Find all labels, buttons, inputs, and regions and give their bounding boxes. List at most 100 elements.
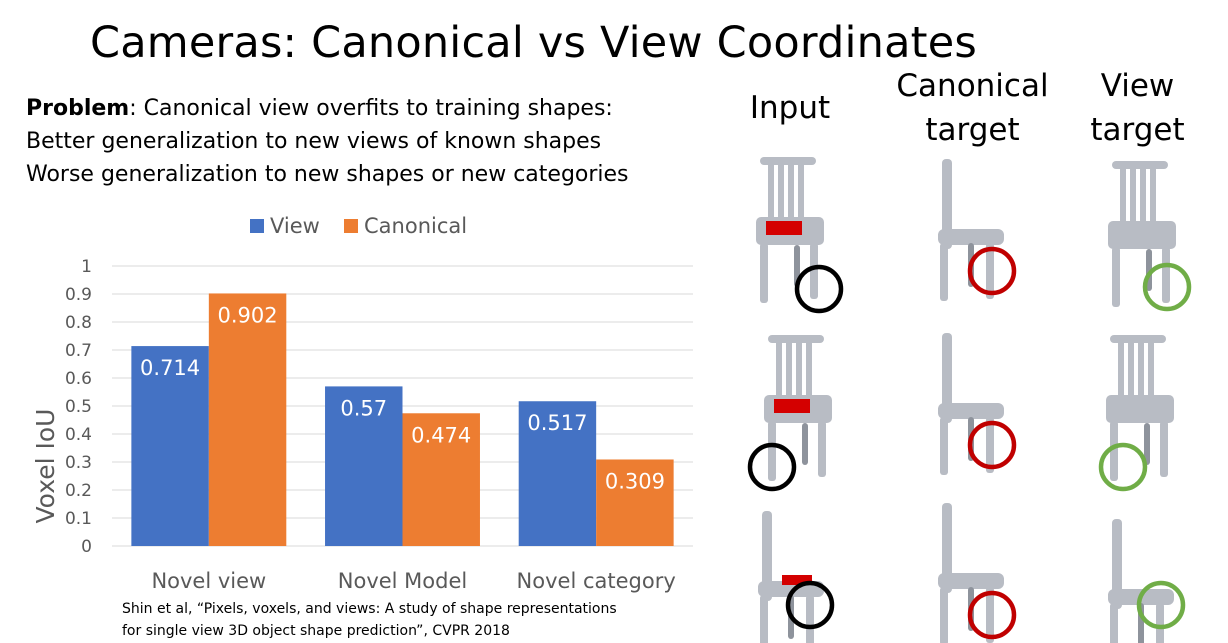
chair-leg — [1162, 247, 1170, 303]
y-tick-label: 0.3 — [65, 453, 92, 473]
input-circle-1 — [794, 264, 844, 314]
bar-value-label: 0.714 — [140, 356, 200, 380]
legend-label-canonical: Canonical — [364, 214, 467, 238]
legend-swatch-view — [250, 219, 264, 233]
citation-line-1: Shin et al, “Pixels, voxels, and views: … — [122, 601, 617, 617]
header-canonical-target: Canonical target — [890, 64, 1055, 152]
y-tick-label: 0.7 — [65, 341, 92, 361]
chart-legend: View Canonical — [250, 214, 467, 238]
chair-back — [1112, 519, 1122, 609]
bar-value-label: 0.902 — [218, 303, 278, 327]
header-canonical-line-1: Canonical — [896, 68, 1049, 104]
chair-leg — [1112, 247, 1120, 307]
view-target-chair-1 — [1108, 161, 1176, 307]
header-canonical-line-2: target — [925, 112, 1020, 148]
chart-bars — [131, 293, 674, 546]
chair-leg — [1160, 421, 1168, 477]
chair-seat-cushion — [774, 399, 810, 413]
chair-spindle — [778, 161, 784, 221]
chair-leg — [940, 417, 948, 475]
chair-top-rail — [760, 157, 816, 165]
canonical-target-chair-3 — [938, 503, 1004, 643]
problem-line-1-text: : Canonical view overfits to training sh… — [129, 96, 613, 121]
bar-canonical-1 — [208, 293, 287, 546]
chair-leg — [940, 243, 948, 301]
chair-leg — [1110, 421, 1118, 481]
citation: Shin et al, “Pixels, voxels, and views: … — [122, 598, 617, 642]
legend-swatch-canonical — [344, 219, 358, 233]
chair-leg — [810, 243, 818, 299]
chair-spindle — [786, 339, 792, 399]
y-axis-label: Voxel IoU — [31, 409, 60, 524]
chair-top-rail — [1112, 161, 1168, 169]
chair-spindle — [798, 161, 804, 221]
chair-back — [942, 159, 952, 249]
bar-value-label: 0.517 — [527, 411, 587, 435]
chair-spindle — [1148, 339, 1154, 399]
chair-spindle — [1150, 165, 1156, 225]
chair-spindle — [788, 161, 794, 221]
y-tick-labels: 0 0.1 0.2 0.3 0.4 0.5 0.6 0.7 0.8 0.9 1 — [65, 257, 92, 557]
chair-spindle — [1140, 165, 1146, 225]
view-target-chair-2 — [1106, 335, 1174, 481]
input-chair-1 — [756, 157, 824, 303]
chair-seat-cushion — [766, 221, 802, 235]
header-input-label: Input — [749, 90, 831, 126]
chair-spindle — [806, 339, 812, 399]
citation-line-2: for single view 3D object shape predicti… — [122, 623, 510, 639]
x-category-label: Novel Model — [338, 569, 467, 593]
header-view-line-2: target — [1090, 112, 1185, 148]
input-chair-2 — [764, 335, 832, 481]
chair-seat — [1106, 395, 1174, 423]
chair-leg — [1144, 423, 1150, 465]
canonical-circle-2 — [967, 420, 1017, 470]
view-circle-2 — [1098, 442, 1148, 492]
chair-spindle — [1128, 339, 1134, 399]
chair-leg — [760, 595, 768, 643]
view-circle-3 — [1136, 580, 1186, 630]
chair-leg — [1156, 603, 1164, 643]
header-view-target: View target — [1085, 64, 1190, 152]
chair-leg — [986, 243, 994, 299]
chair-leg — [818, 421, 826, 477]
header-view-line-1: View — [1100, 68, 1175, 104]
chair-seat — [1108, 221, 1176, 249]
chair-spindle — [1120, 165, 1126, 225]
canonical-circle-1 — [967, 246, 1017, 296]
y-tick-label: 0.5 — [65, 397, 92, 417]
chair-spindle — [776, 339, 782, 399]
input-circle-2 — [747, 442, 797, 492]
chair-spindle — [768, 161, 774, 221]
chair-seat — [938, 573, 1004, 589]
y-tick-label: 0.1 — [65, 509, 92, 529]
y-tick-label: 0.8 — [65, 313, 92, 333]
y-tick-label: 0 — [81, 537, 92, 557]
y-tick-label: 0.6 — [65, 369, 92, 389]
bar-view-2 — [325, 386, 403, 546]
chair-leg — [986, 417, 994, 473]
bar-canonical-2 — [402, 413, 480, 546]
y-tick-label: 0.4 — [65, 425, 92, 445]
bar-value-label: 0.474 — [411, 423, 471, 447]
chair-spindle — [1138, 339, 1144, 399]
canonical-circle-3 — [967, 590, 1017, 640]
chair-back — [762, 511, 772, 601]
bar-view-1 — [131, 346, 209, 546]
chair-seat-cushion — [782, 575, 812, 585]
chair-leg — [802, 423, 808, 465]
chair-top-rail — [1110, 335, 1166, 343]
x-category-labels: Novel view Novel Model Novel category — [151, 569, 675, 593]
chair-leg — [986, 587, 994, 643]
chair-top-rail — [768, 335, 824, 343]
bar-value-labels: 0.714 0.902 0.57 0.474 0.517 0.309 — [140, 303, 665, 493]
bar-value-label: 0.57 — [340, 396, 387, 420]
problem-line-1: Problem: Canonical view overfits to trai… — [26, 92, 629, 125]
chair-seat — [938, 229, 1004, 245]
y-tick-label: 0.2 — [65, 481, 92, 501]
chair-leg — [940, 587, 948, 643]
chair-leg — [806, 595, 814, 643]
chair-spindle — [1130, 165, 1136, 225]
slide-title: Cameras: Canonical vs View Coordinates — [90, 18, 978, 68]
x-category-label: Novel category — [517, 569, 676, 593]
bar-canonical-3 — [596, 459, 674, 546]
